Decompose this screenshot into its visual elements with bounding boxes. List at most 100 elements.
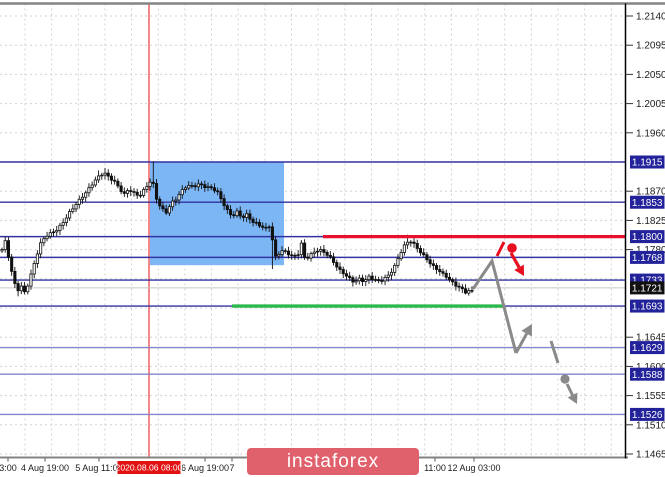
candle-body [55,230,59,233]
x-axis-tick-label: 3:00 [0,463,17,473]
red-down-arrow-shaft [509,252,521,269]
candle-body [206,186,210,189]
candle-body [364,279,368,282]
candle-body [251,218,255,223]
gray-forecast [471,257,578,404]
candle-body [119,185,123,193]
candle-body [257,221,262,227]
candle-body [283,250,287,252]
y-axis-tick-label: 1.1960 [636,128,665,139]
gray-dash-segment [549,340,560,364]
candle-body [399,252,403,260]
candle-body [58,224,62,231]
candle-body [167,206,171,214]
date-marker-badge-label: 2020.08.06 08:00 [116,463,183,473]
x-axis-tick-label: 7 [229,463,234,473]
candle-body [93,179,97,186]
candle-body [460,286,464,290]
gray-down-arrow-head [567,392,578,404]
price-level-badge [630,230,665,244]
candle-body [406,241,410,246]
candle-body [87,187,91,194]
candle-body [367,275,371,281]
candle-body [222,198,226,207]
candle-body [200,183,204,186]
y-axis-tick-label: 1.2095 [636,41,665,52]
level-overlays [232,235,626,308]
candle-body [235,210,239,217]
candle-body [193,185,197,188]
candle-body [454,281,458,287]
candle-body [77,198,81,205]
candle-body [174,199,178,202]
price-level-badge [630,281,665,295]
candle-body [125,190,130,194]
price-level-badge [630,367,665,381]
candle-body [370,275,374,280]
candle-body [373,279,377,281]
price-level-badge-label: 1.1721 [632,283,663,294]
candle-body [322,249,326,253]
candle-body [6,240,10,258]
candle-body [177,194,181,201]
candle-body [286,250,291,256]
x-axis-tick-label: 5 Aug 11:00 [75,463,122,473]
candle-body [32,263,36,275]
candle-body [151,181,155,184]
price-level-badge [630,407,665,421]
y-axis-tick-label: 1.2050 [636,70,665,81]
candle-body [299,242,303,256]
price-level-badge-label: 1.1733 [632,276,663,287]
price-level-badge [630,195,665,209]
gray-down-arrow-shaft [565,383,574,396]
candle-body [219,191,223,200]
gray-bounce-arrow-shaft [514,332,528,354]
candle-body [180,189,184,196]
y-axis-tick-label: 1.1555 [636,391,665,402]
candle-body [338,266,342,270]
y-axis-tick-label: 1.2005 [636,99,665,110]
y-axis-tick-label: 1.1780 [636,245,665,256]
x-axis: 3:00 4 Aug 19:00 5 Aug 11:00 6 Aug 19:00 7 11… [0,458,501,473]
candle-body [209,186,213,189]
candle-body [415,243,419,249]
candle-body [71,208,75,212]
candle-body [357,277,361,282]
candle-body [303,242,307,258]
candle-body [158,198,162,207]
date-marker-badge-rect [117,461,181,474]
red-dot [507,243,517,253]
y-axis-tick-label: 1.1510 [636,420,665,431]
candle-body [277,254,281,257]
candle-body [393,264,397,273]
candle-body [319,249,323,252]
price-level-badge [630,299,665,313]
candle-body [109,175,113,181]
candle-body [435,265,439,270]
gridlines [0,3,626,458]
candle-body [354,280,358,283]
chart-frame [0,2,665,459]
candle-body [383,276,387,282]
candle-body [467,290,471,294]
candle-body [296,254,300,256]
candle-body [335,262,339,268]
candle-body [68,211,72,219]
candlesticks [0,161,474,297]
candle-body [90,184,94,189]
candle-body [26,285,30,293]
candle-body [164,208,168,214]
candle-body [418,248,423,254]
candle-body [267,226,271,229]
candle-body [360,277,365,282]
candle-body [377,279,381,282]
red-forecast [495,241,524,276]
consolidation-zone [150,162,284,266]
candle-body [457,285,461,288]
candle-body [344,273,348,277]
candle-body [212,187,217,192]
candle-body [154,183,159,200]
x-axis-tick-label: 11:00 [424,463,446,473]
price-level-badge [630,155,665,169]
